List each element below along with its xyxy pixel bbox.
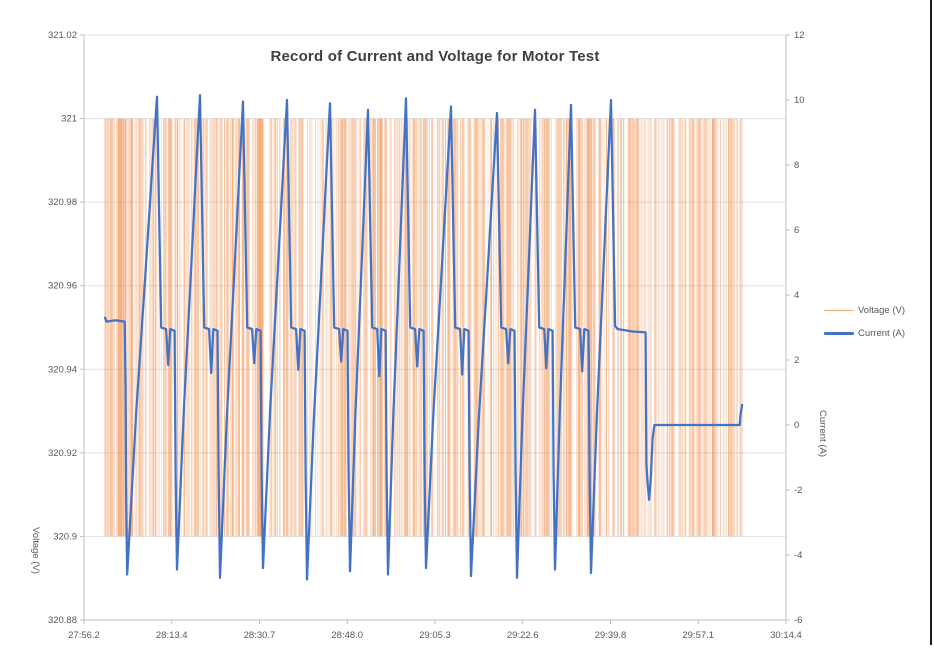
left-axis-tick-label: 321 — [61, 114, 77, 125]
left-axis-tick-label: 321.02 — [48, 30, 77, 41]
legend-entry-current: Current (A) — [824, 322, 905, 345]
right-axis-tick-label: 10 — [794, 95, 805, 106]
left-axis-tick-label: 320.88 — [48, 615, 77, 626]
left-axis-tick-label: 320.98 — [48, 197, 77, 208]
right-axis-tick-label: 8 — [794, 160, 799, 171]
left-axis-tick-label: 320.96 — [48, 281, 77, 292]
left-axis-tick-label: 320.9 — [53, 531, 77, 542]
x-axis-tick-label: 29:57.1 — [682, 630, 714, 641]
chart-title: Record of Current and Voltage for Motor … — [270, 48, 600, 65]
legend-entry-voltage: Voltage (V) — [824, 299, 905, 322]
right-axis-tick-label: -4 — [794, 550, 802, 561]
voltage-series-line-icon — [824, 310, 854, 311]
right-axis-tick-label: -2 — [794, 485, 802, 496]
voltage-axis-title: Voltage (V) — [30, 527, 41, 574]
page-edge-line — [930, 0, 932, 645]
x-axis-tick-label: 29:22.6 — [507, 630, 539, 641]
legend-label-current: Current (A) — [858, 328, 905, 339]
x-axis-tick-label: 29:39.8 — [595, 630, 627, 641]
current-series-line-icon — [824, 332, 854, 335]
right-axis-tick-label: 2 — [794, 355, 799, 366]
right-axis-tick-label: 12 — [794, 30, 805, 41]
right-axis-tick-label: 4 — [794, 290, 799, 301]
x-axis-tick-label: 28:13.4 — [156, 630, 188, 641]
current-axis-title: Current (A) — [817, 410, 828, 457]
x-axis-tick-label: 30:14.4 — [770, 630, 802, 641]
current-line — [103, 93, 744, 581]
left-axis-tick-label: 320.94 — [48, 364, 77, 375]
right-axis-tick-label: -6 — [794, 615, 802, 626]
legend: Voltage (V) Current (A) — [824, 299, 905, 345]
right-axis-tick-label: 0 — [794, 420, 799, 431]
left-axis-tick-label: 320.92 — [48, 448, 77, 459]
right-axis-tick-label: 6 — [794, 225, 799, 236]
x-axis-tick-label: 28:30.7 — [244, 630, 276, 641]
x-axis-tick-label: 28:48.0 — [331, 630, 363, 641]
legend-label-voltage: Voltage (V) — [858, 305, 905, 316]
x-axis-tick-label: 29:05.3 — [419, 630, 451, 641]
x-axis-tick-label: 27:56.2 — [68, 630, 100, 641]
